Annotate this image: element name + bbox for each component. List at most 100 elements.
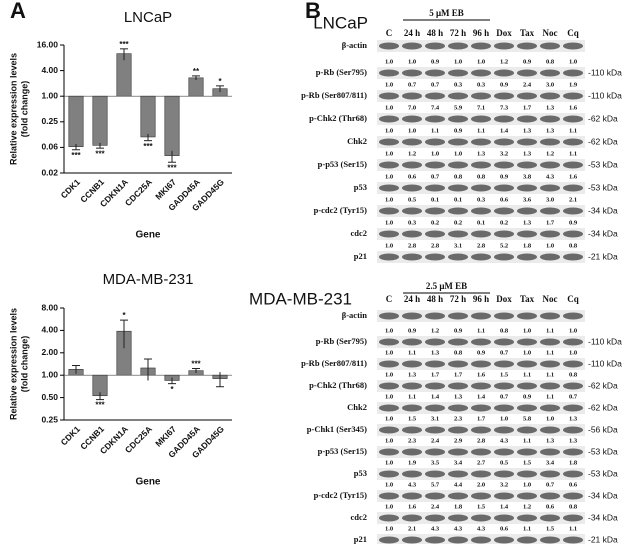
quantification: 1.0 bbox=[385, 58, 393, 65]
blot-band bbox=[425, 448, 445, 456]
blot-band bbox=[471, 470, 491, 478]
band-label: p-p53 (Ser15) bbox=[318, 159, 368, 169]
blot-band bbox=[494, 448, 514, 456]
blot-band bbox=[379, 492, 399, 500]
quantification: 1.1 bbox=[477, 127, 485, 134]
y-tick-label: 0.50 bbox=[41, 392, 58, 402]
blot-band bbox=[379, 42, 399, 50]
blot-band bbox=[379, 138, 399, 146]
quantification: 2.1 bbox=[569, 196, 577, 203]
blot-band bbox=[563, 382, 583, 390]
quantification: 1.0 bbox=[385, 150, 393, 157]
quantification: 7.1 bbox=[477, 104, 485, 111]
quantification: 0.8 bbox=[500, 327, 509, 334]
blot-band bbox=[563, 161, 583, 169]
quantification: 1.0 bbox=[523, 327, 531, 334]
quantification: 0.2 bbox=[431, 219, 439, 226]
blot-band bbox=[448, 404, 468, 412]
blot-band bbox=[379, 69, 399, 77]
lane-label: Tax bbox=[520, 294, 535, 304]
blot-band bbox=[425, 115, 445, 123]
quantification: 4.3 bbox=[546, 173, 555, 180]
quantification: 2.3 bbox=[408, 437, 417, 444]
blot-band bbox=[563, 514, 583, 522]
bar bbox=[140, 95, 156, 138]
blot-band bbox=[448, 138, 468, 146]
band-label: p-Rb (Ser795) bbox=[316, 67, 367, 77]
blot-band bbox=[494, 404, 514, 412]
quantification: 0.3 bbox=[454, 81, 463, 88]
blot-band bbox=[540, 115, 560, 123]
significance: *** bbox=[71, 151, 81, 160]
bar bbox=[68, 95, 84, 147]
quantification: 0.3 bbox=[477, 196, 486, 203]
kda-label: -34 kDa bbox=[588, 205, 618, 215]
blot-band bbox=[448, 426, 468, 434]
quantification: 0.9 bbox=[500, 173, 509, 180]
significance: * bbox=[218, 77, 222, 86]
quantification: 1.2 bbox=[500, 58, 508, 65]
quantification: 2.8 bbox=[477, 242, 486, 249]
quantification: 1.4 bbox=[500, 503, 509, 510]
lane-label: 72 h bbox=[450, 28, 466, 38]
blot-band bbox=[563, 115, 583, 123]
quantification: 1.7 bbox=[546, 219, 555, 226]
quantification: 1.0 bbox=[569, 58, 577, 65]
quantification: 1.0 bbox=[385, 127, 393, 134]
blot-band bbox=[494, 115, 514, 123]
blot-band bbox=[540, 382, 560, 390]
blot-band bbox=[471, 184, 491, 192]
blot-band bbox=[471, 514, 491, 522]
quantification: 0.9 bbox=[523, 393, 532, 400]
quantification: 0.7 bbox=[408, 81, 417, 88]
blot-band bbox=[563, 338, 583, 346]
blot-band bbox=[379, 92, 399, 100]
blot-band bbox=[563, 536, 583, 544]
band-label: p53 bbox=[354, 468, 367, 478]
blot-band bbox=[379, 382, 399, 390]
quantification: 0.3 bbox=[477, 81, 486, 88]
quantification: 1.1 bbox=[546, 371, 554, 378]
significance: * bbox=[122, 311, 126, 320]
quantification: 1.4 bbox=[500, 127, 509, 134]
quantification: 3.4 bbox=[454, 459, 463, 466]
blot-band bbox=[540, 492, 560, 500]
blot-band bbox=[471, 536, 491, 544]
quantification: 0.1 bbox=[431, 196, 439, 203]
blot-band bbox=[517, 404, 537, 412]
band-label: Chk2 bbox=[347, 402, 367, 412]
quantification: 1.7 bbox=[454, 371, 463, 378]
blot-band bbox=[540, 253, 560, 261]
quantification: 1.5 bbox=[500, 371, 509, 378]
quantification: 1.6 bbox=[408, 503, 417, 510]
blot-band bbox=[448, 230, 468, 238]
lane-label: Dox bbox=[496, 28, 512, 38]
kda-label: -62 kDa bbox=[588, 402, 618, 412]
blot-band bbox=[563, 312, 583, 320]
blot-band bbox=[540, 207, 560, 215]
blot-band bbox=[471, 138, 491, 146]
quantification: 1.0 bbox=[385, 459, 393, 466]
quantification: 1.0 bbox=[385, 219, 393, 226]
blot-band bbox=[494, 338, 514, 346]
quantification: 2.4 bbox=[523, 81, 532, 88]
quantification: 2.8 bbox=[408, 242, 417, 249]
quantification: 0.8 bbox=[569, 503, 578, 510]
blot-band bbox=[402, 492, 422, 500]
blot-band bbox=[402, 404, 422, 412]
quantification: 1.2 bbox=[523, 503, 531, 510]
blot-band bbox=[425, 253, 445, 261]
y-axis-label: Relative expression levels bbox=[8, 53, 18, 165]
quantification: 0.9 bbox=[408, 327, 417, 334]
cell-line: MDA-MB-231 bbox=[249, 289, 352, 308]
significance: *** bbox=[143, 142, 153, 151]
lane-label: Noc bbox=[543, 294, 558, 304]
quantification: 1.3 bbox=[546, 127, 555, 134]
blot-band bbox=[448, 360, 468, 368]
blot-band bbox=[425, 426, 445, 434]
blot-band bbox=[402, 536, 422, 544]
quantification: 1.9 bbox=[569, 81, 578, 88]
blot-band bbox=[540, 470, 560, 478]
blot-band bbox=[563, 404, 583, 412]
quantification: 7.0 bbox=[408, 104, 416, 111]
